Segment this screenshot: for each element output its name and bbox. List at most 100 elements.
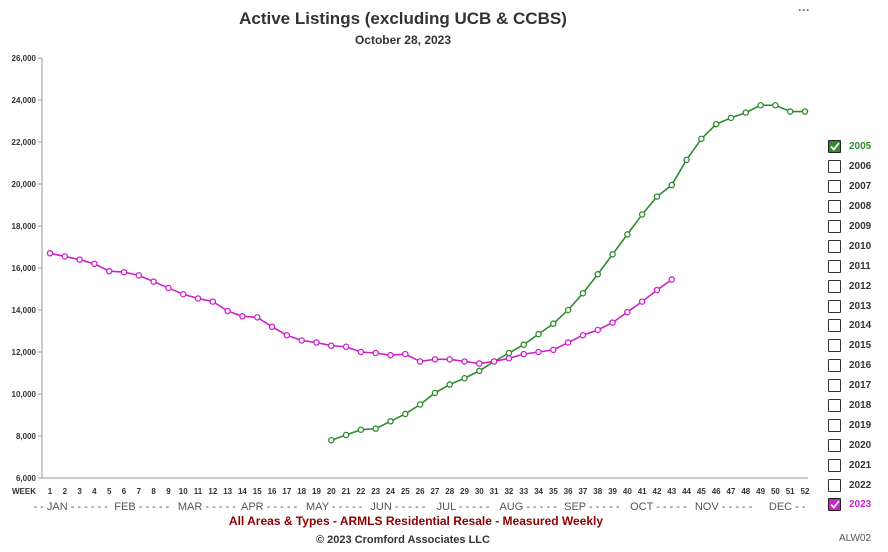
data-point-2005[interactable] [402, 410, 409, 418]
data-point-2005[interactable] [328, 436, 335, 444]
data-point-2023[interactable] [402, 350, 409, 358]
data-point-2023[interactable] [298, 337, 305, 344]
data-point-2023[interactable] [624, 308, 631, 316]
data-point-2005[interactable] [638, 211, 646, 218]
legend-item-2010[interactable]: 2010 [828, 236, 884, 256]
data-point-2023[interactable] [476, 360, 483, 367]
legend-checkbox[interactable] [828, 458, 841, 472]
data-point-2023[interactable] [224, 307, 231, 315]
legend-checkbox[interactable] [828, 399, 841, 413]
data-point-2005[interactable] [357, 426, 365, 433]
legend-item-2011[interactable]: 2011 [828, 256, 884, 276]
legend-item-2018[interactable]: 2018 [828, 396, 884, 416]
legend-checkbox[interactable] [828, 239, 841, 253]
data-point-2005[interactable] [609, 251, 616, 258]
legend-checkbox[interactable] [828, 279, 841, 293]
data-point-2005[interactable] [476, 367, 483, 375]
data-point-2005[interactable] [801, 108, 809, 115]
data-point-2023[interactable] [609, 319, 616, 326]
data-point-2005[interactable] [698, 135, 705, 143]
data-point-2023[interactable] [594, 326, 601, 334]
data-point-2005[interactable] [668, 181, 676, 189]
data-point-2023[interactable] [342, 343, 350, 350]
legend-item-2006[interactable]: 2006 [828, 157, 884, 177]
data-point-2023[interactable] [76, 256, 83, 263]
legend-checkbox[interactable] [828, 418, 841, 432]
legend-item-2008[interactable]: 2008 [828, 197, 884, 217]
data-point-2005[interactable] [786, 108, 794, 115]
data-point-2005[interactable] [742, 109, 750, 116]
legend-item-2017[interactable]: 2017 [828, 376, 884, 396]
data-point-2023[interactable] [579, 331, 587, 339]
data-point-2023[interactable] [387, 351, 394, 359]
data-point-2023[interactable] [239, 313, 246, 320]
data-point-2023[interactable] [638, 298, 646, 305]
data-point-2005[interactable] [342, 431, 350, 439]
data-point-2023[interactable] [283, 331, 291, 339]
data-point-2005[interactable] [520, 341, 527, 348]
legend-item-2005[interactable]: 2005 [828, 137, 884, 157]
chart-menu-icon[interactable]: ··· [798, 3, 810, 17]
legend-item-2019[interactable]: 2019 [828, 415, 884, 435]
data-point-2023[interactable] [150, 278, 157, 285]
data-point-2005[interactable] [564, 306, 572, 314]
data-point-2023[interactable] [520, 350, 527, 358]
data-point-2005[interactable] [653, 193, 661, 200]
data-point-2023[interactable] [313, 339, 320, 346]
data-point-2005[interactable] [505, 349, 513, 357]
data-point-2023[interactable] [179, 290, 187, 298]
data-point-2005[interactable] [461, 374, 468, 382]
data-point-2023[interactable] [328, 342, 335, 349]
legend-item-2020[interactable]: 2020 [828, 435, 884, 455]
data-point-2023[interactable] [490, 358, 498, 365]
data-point-2023[interactable] [209, 298, 217, 305]
legend-checkbox[interactable] [828, 498, 841, 512]
data-point-2005[interactable] [683, 156, 690, 164]
data-point-2005[interactable] [387, 418, 394, 425]
legend-checkbox[interactable] [828, 200, 841, 214]
data-point-2005[interactable] [757, 102, 764, 109]
data-point-2023[interactable] [446, 356, 453, 363]
legend-checkbox[interactable] [828, 478, 841, 492]
data-point-2023[interactable] [194, 295, 202, 302]
data-point-2023[interactable] [105, 267, 113, 275]
legend-checkbox[interactable] [828, 140, 841, 154]
data-point-2023[interactable] [165, 284, 172, 292]
legend-checkbox[interactable] [828, 180, 841, 194]
data-point-2023[interactable] [461, 358, 468, 365]
legend-checkbox[interactable] [828, 339, 841, 353]
data-point-2023[interactable] [372, 349, 379, 357]
legend-checkbox[interactable] [828, 160, 841, 174]
legend-item-2014[interactable]: 2014 [828, 316, 884, 336]
data-point-2023[interactable] [564, 339, 572, 346]
data-point-2005[interactable] [579, 289, 587, 297]
data-point-2005[interactable] [624, 231, 631, 238]
data-point-2005[interactable] [594, 271, 601, 278]
data-point-2005[interactable] [416, 401, 424, 408]
legend-checkbox[interactable] [828, 438, 841, 452]
data-point-2023[interactable] [357, 348, 365, 356]
data-point-2005[interactable] [535, 330, 542, 338]
legend-item-2022[interactable]: 2022 [828, 475, 884, 495]
data-point-2023[interactable] [135, 272, 143, 279]
data-point-2005[interactable] [446, 381, 453, 388]
data-point-2023[interactable] [46, 250, 54, 257]
data-point-2023[interactable] [431, 356, 439, 363]
data-point-2005[interactable] [772, 102, 779, 109]
data-point-2023[interactable] [61, 253, 69, 260]
data-point-2005[interactable] [372, 425, 379, 432]
legend-item-2016[interactable]: 2016 [828, 356, 884, 376]
legend-item-2013[interactable]: 2013 [828, 296, 884, 316]
data-point-2023[interactable] [550, 346, 557, 354]
legend-item-2012[interactable]: 2012 [828, 276, 884, 296]
data-point-2023[interactable] [91, 260, 98, 268]
data-point-2023[interactable] [268, 323, 276, 331]
data-point-2023[interactable] [120, 268, 128, 276]
legend-item-2009[interactable]: 2009 [828, 217, 884, 237]
data-point-2005[interactable] [712, 120, 720, 128]
legend-checkbox[interactable] [828, 379, 841, 393]
data-point-2023[interactable] [668, 276, 676, 283]
legend-item-2015[interactable]: 2015 [828, 336, 884, 356]
legend-checkbox[interactable] [828, 319, 841, 333]
data-point-2023[interactable] [505, 355, 513, 362]
